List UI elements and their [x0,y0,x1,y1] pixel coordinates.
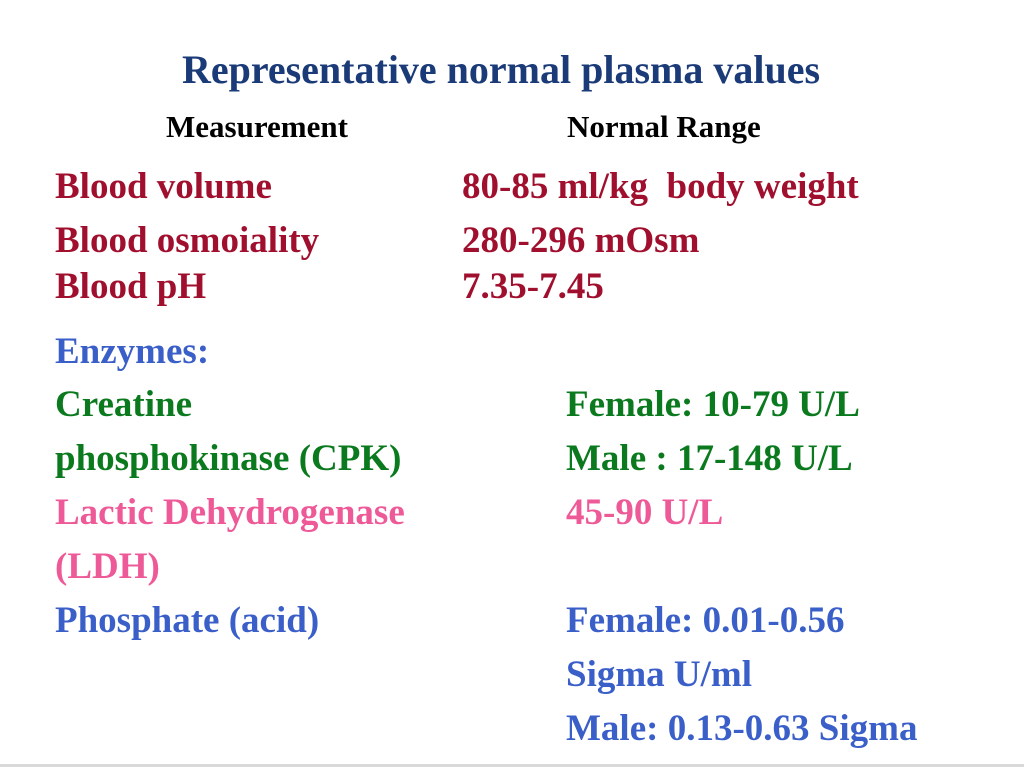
normal-range-column-header: Normal Range [567,109,761,144]
phosphate-male-range: Male: 0.13-0.63 Sigma [566,708,918,749]
blood-osmolality-label: Blood osmoiality [55,220,320,261]
ldh-label-line1: Lactic Dehydrogenase [55,492,405,533]
cpk-label-line1: Creatine [55,384,192,425]
phosphate-female-range-line1: Female: 0.01-0.56 [566,600,845,641]
measurement-column-header: Measurement [166,109,348,144]
phosphate-label: Phosphate (acid) [55,600,320,641]
bottom-divider [0,764,1024,767]
ldh-range: 45-90 U/L [566,492,724,533]
phosphate-female-range-line2: Sigma U/ml [566,654,753,695]
blood-ph-label: Blood pH [55,266,207,307]
cpk-label-line2: phosphokinase (CPK) [55,438,402,479]
cpk-female-range: Female: 10-79 U/L [566,384,860,425]
blood-volume-label: Blood volume [55,166,272,207]
slide-title: Representative normal plasma values [181,47,821,92]
blood-volume-value: 80-85 ml/kg body weight [462,166,859,207]
cpk-male-range: Male : 17-148 U/L [566,438,853,479]
blood-ph-value: 7.35-7.45 [462,266,604,307]
enzymes-heading: Enzymes: [55,331,210,372]
blood-osmolality-value: 280-296 mOsm [462,220,700,261]
ldh-label-line2: (LDH) [55,546,160,587]
